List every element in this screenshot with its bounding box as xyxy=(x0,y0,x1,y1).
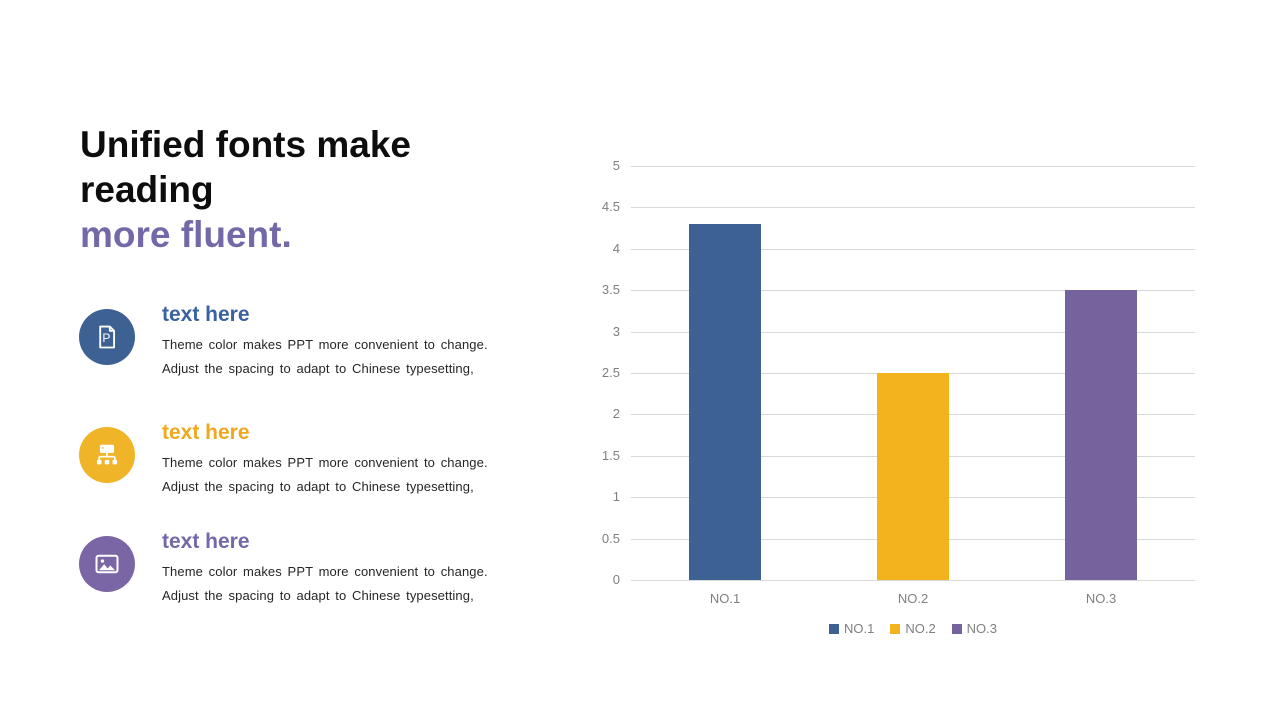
item-description-line: Adjust the spacing to adapt to Chinese t… xyxy=(162,479,474,494)
y-axis-tick-label: 4.5 xyxy=(601,199,620,215)
chart-legend: NO.1 NO.2 NO.3 xyxy=(631,621,1195,636)
feature-item-1: P text here Theme color makes PPT more c… xyxy=(79,302,488,381)
item-description-line: Theme color makes PPT more convenient to… xyxy=(162,455,488,470)
gridline xyxy=(631,166,1195,167)
y-axis-tick-label: 2 xyxy=(612,406,620,422)
item-description-line: Theme color makes PPT more convenient to… xyxy=(162,337,488,352)
y-axis-tick-label: 1.5 xyxy=(601,447,620,463)
item-description-line: Theme color makes PPT more convenient to… xyxy=(162,564,488,579)
y-axis-tick-label: 3.5 xyxy=(601,282,620,298)
image-icon xyxy=(79,536,135,592)
gridline xyxy=(631,290,1195,292)
x-axis-category-label: NO.2 xyxy=(897,591,929,606)
slide-title-accent: more fluent. xyxy=(80,214,292,255)
legend-swatch xyxy=(951,623,962,634)
gridline xyxy=(631,248,1195,250)
legend-label: NO.1 xyxy=(843,621,875,636)
feature-item-3: text here Theme color makes PPT more con… xyxy=(79,529,488,608)
legend-swatch xyxy=(890,623,901,634)
legend-label: NO.2 xyxy=(905,621,936,636)
ppt-document-icon: P xyxy=(79,309,135,365)
y-axis-tick-label: 4 xyxy=(612,240,620,256)
slide-title: Unified fonts make reading more fluent. xyxy=(80,122,510,257)
item-heading: text here xyxy=(162,421,250,444)
gridline xyxy=(631,207,1195,209)
legend-item-no1: NO.1 xyxy=(828,621,875,636)
svg-text:P: P xyxy=(102,331,110,345)
legend-item-no2: NO.2 xyxy=(890,621,936,636)
chart-bar-no1 xyxy=(689,224,761,580)
org-chart-icon xyxy=(79,427,135,483)
y-axis-tick-label: 1 xyxy=(612,489,620,505)
legend-label: NO.3 xyxy=(966,621,998,636)
item-heading: text here xyxy=(162,303,250,326)
feature-item-2: text here Theme color makes PPT more con… xyxy=(79,420,488,499)
y-axis-tick-label: 0.5 xyxy=(601,530,620,546)
slide-title-black: Unified fonts make reading xyxy=(80,124,411,210)
y-axis-tick-label: 2.5 xyxy=(601,365,620,380)
chart-bar-no3 xyxy=(1065,290,1137,580)
legend-swatch xyxy=(828,623,839,634)
feature-item-2-text: text here Theme color makes PPT more con… xyxy=(162,420,488,499)
x-axis-category-label: NO.1 xyxy=(709,591,741,606)
item-heading: text here xyxy=(162,530,250,553)
feature-item-3-text: text here Theme color makes PPT more con… xyxy=(162,529,488,608)
gridline xyxy=(631,331,1195,333)
feature-item-1-text: text here Theme color makes PPT more con… xyxy=(162,302,488,381)
y-axis-tick-label: 0 xyxy=(612,572,620,587)
x-axis-category-label: NO.3 xyxy=(1085,591,1117,606)
gridline xyxy=(631,580,1195,581)
y-axis-tick-label: 5 xyxy=(612,158,620,173)
chart-bar-no2 xyxy=(877,373,949,580)
legend-item-no3: NO.3 xyxy=(951,621,998,636)
y-axis-tick-label: 3 xyxy=(612,323,620,339)
item-description-line: Adjust the spacing to adapt to Chinese t… xyxy=(162,588,474,603)
item-description-line: Adjust the spacing to adapt to Chinese t… xyxy=(162,361,474,376)
